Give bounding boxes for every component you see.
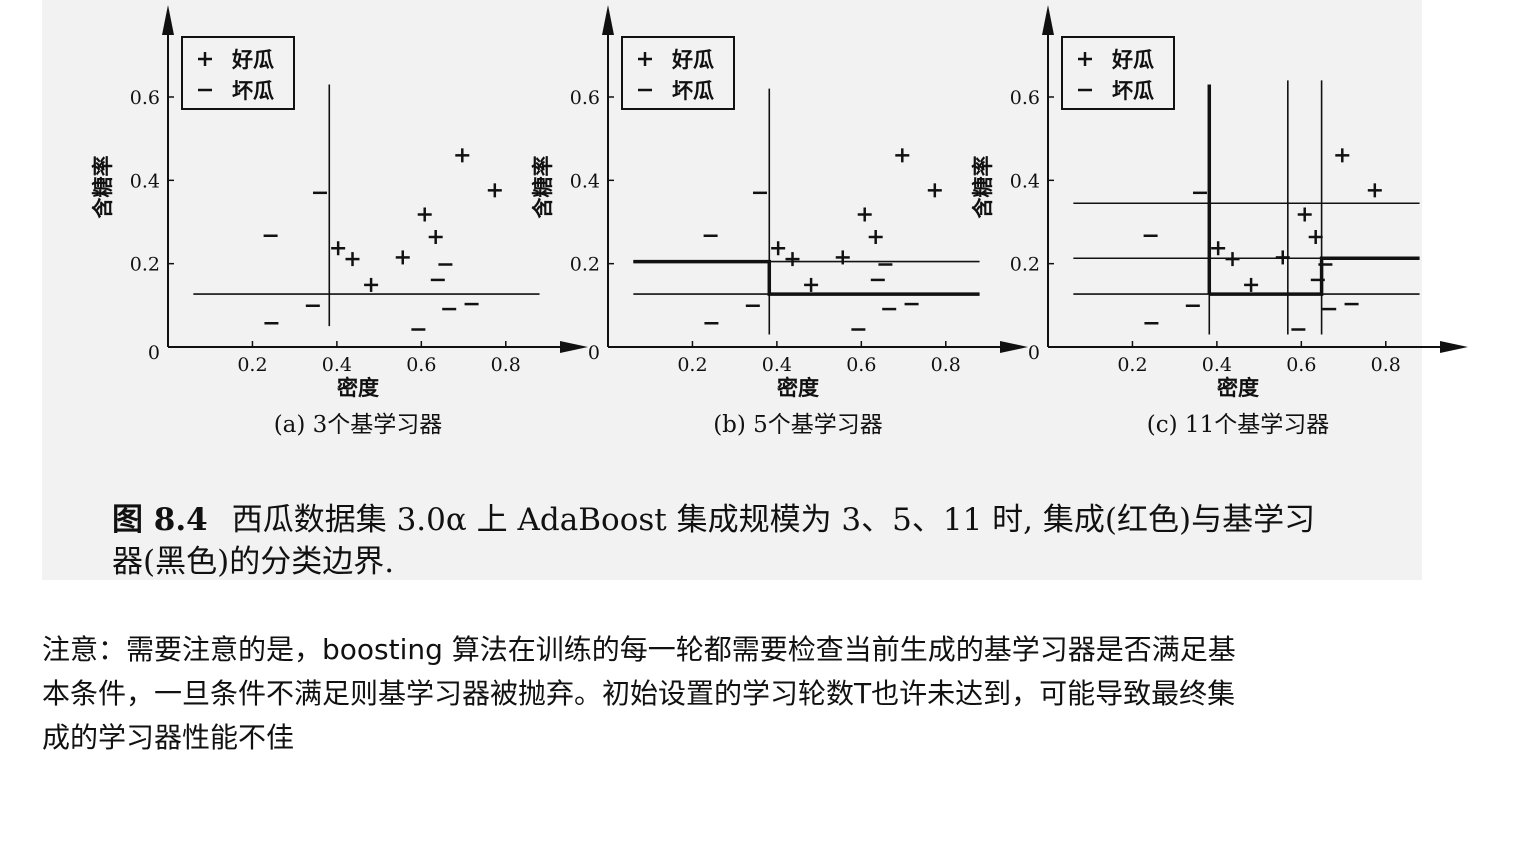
legend-label: 坏瓜 <box>1112 78 1154 103</box>
x-axis-arrow <box>1440 341 1468 353</box>
chart-panel-a: 0 0.2 0.4 0.6 0.8 0.2 0.4 0.6 密度 含糖率 (a) 3个基学习器 好瓜坏… <box>90 5 588 438</box>
y-tick-label: 0.4 <box>130 170 160 192</box>
y-axis-arrow <box>602 5 614 35</box>
origin-label: 0 <box>588 342 600 364</box>
legend-label: 好瓜 <box>231 47 274 72</box>
x-tick-label: 0.8 <box>491 354 521 376</box>
panel-subtitle: (c) 11个基学习器 <box>1147 412 1329 438</box>
x-axis-label: 密度 <box>1217 375 1259 400</box>
x-tick-label: 0.2 <box>237 354 267 376</box>
note-line-1: 注意：需要注意的是，boosting 算法在训练的每一轮都需要检查当前生成的基学… <box>42 633 1236 666</box>
y-axis-arrow <box>1042 5 1054 35</box>
x-tick-label: 0.8 <box>1371 354 1401 376</box>
chart-panel-b: 0 0.2 0.4 0.6 0.8 0.2 0.4 0.6 密度 含糖率 (b) 5个基学习器 好瓜坏… <box>530 5 1028 438</box>
x-tick-label: 0.8 <box>931 354 961 376</box>
panel-subtitle: (b) 5个基学习器 <box>713 412 883 438</box>
note-line-2: 本条件，一旦条件不满足则基学习器被抛弃。初始设置的学习轮数T也许未达到，可能导致… <box>42 677 1236 710</box>
x-tick-label: 0.4 <box>1202 354 1232 376</box>
ensemble-boundary <box>633 259 980 296</box>
y-tick-label: 0.2 <box>1010 254 1040 276</box>
x-axis-label: 密度 <box>337 375 379 400</box>
y-tick-label: 0.6 <box>1010 87 1040 109</box>
figure-caption-line-2: 器(黑色)的分类边界. <box>112 542 394 582</box>
y-axis-label: 含糖率 <box>90 156 115 219</box>
x-tick-label: 0.6 <box>1286 354 1316 376</box>
y-tick-label: 0.2 <box>130 254 160 276</box>
y-tick-label: 0.4 <box>570 170 600 192</box>
figure-8-4: 0 0.2 0.4 0.6 0.8 0.2 0.4 0.6 密度 含糖率 (a) 3个基学习器 好瓜坏… <box>42 0 1468 582</box>
legend-label: 好瓜 <box>1111 47 1154 72</box>
note-paragraph: 注意：需要注意的是，boosting 算法在训练的每一轮都需要检查当前生成的基学… <box>42 628 1422 760</box>
x-tick-label: 0.4 <box>322 354 352 376</box>
legend-box <box>181 36 295 110</box>
legend-box <box>621 36 735 110</box>
origin-label: 0 <box>1028 342 1040 364</box>
y-axis-arrow <box>162 5 174 35</box>
y-tick-label: 0.6 <box>130 87 160 109</box>
legend-label: 坏瓜 <box>672 78 714 103</box>
note-line-3: 成的学习器性能不佳 <box>42 721 295 754</box>
legend-label: 好瓜 <box>671 47 714 72</box>
x-axis-arrow <box>560 341 588 353</box>
legend-label: 坏瓜 <box>232 78 274 103</box>
y-tick-label: 0.2 <box>570 254 600 276</box>
figure-caption-label: 图 8.4 <box>112 502 208 538</box>
y-axis-label: 含糖率 <box>970 156 995 219</box>
y-tick-label: 0.6 <box>570 87 600 109</box>
figure-caption-text-2: 器(黑色)的分类边界. <box>112 544 395 580</box>
x-axis-label: 密度 <box>777 375 819 400</box>
x-tick-label: 0.4 <box>762 354 792 376</box>
x-tick-label: 0.6 <box>846 354 876 376</box>
figure-caption-line-1: 图 8.4 西瓜数据集 3.0α 上 AdaBoost 集成规模为 3、5、11 … <box>112 500 1315 540</box>
chart-panel-c: 0 0.2 0.4 0.6 0.8 0.2 0.4 0.6 密度 含糖率 (c) 11个基学习器 好瓜… <box>970 5 1468 438</box>
x-tick-label: 0.2 <box>677 354 707 376</box>
y-tick-label: 0.4 <box>1010 170 1040 192</box>
legend-box <box>1061 36 1175 110</box>
x-tick-label: 0.6 <box>406 354 436 376</box>
figure-caption-text-1: 西瓜数据集 3.0α 上 AdaBoost 集成规模为 3、5、11 时, 集成… <box>231 502 1316 538</box>
panel-subtitle: (a) 3个基学习器 <box>274 412 443 438</box>
origin-label: 0 <box>148 342 160 364</box>
x-tick-label: 0.2 <box>1117 354 1147 376</box>
ensemble-boundary <box>1209 256 1420 296</box>
y-axis-label: 含糖率 <box>530 156 555 219</box>
x-axis-arrow <box>1000 341 1028 353</box>
